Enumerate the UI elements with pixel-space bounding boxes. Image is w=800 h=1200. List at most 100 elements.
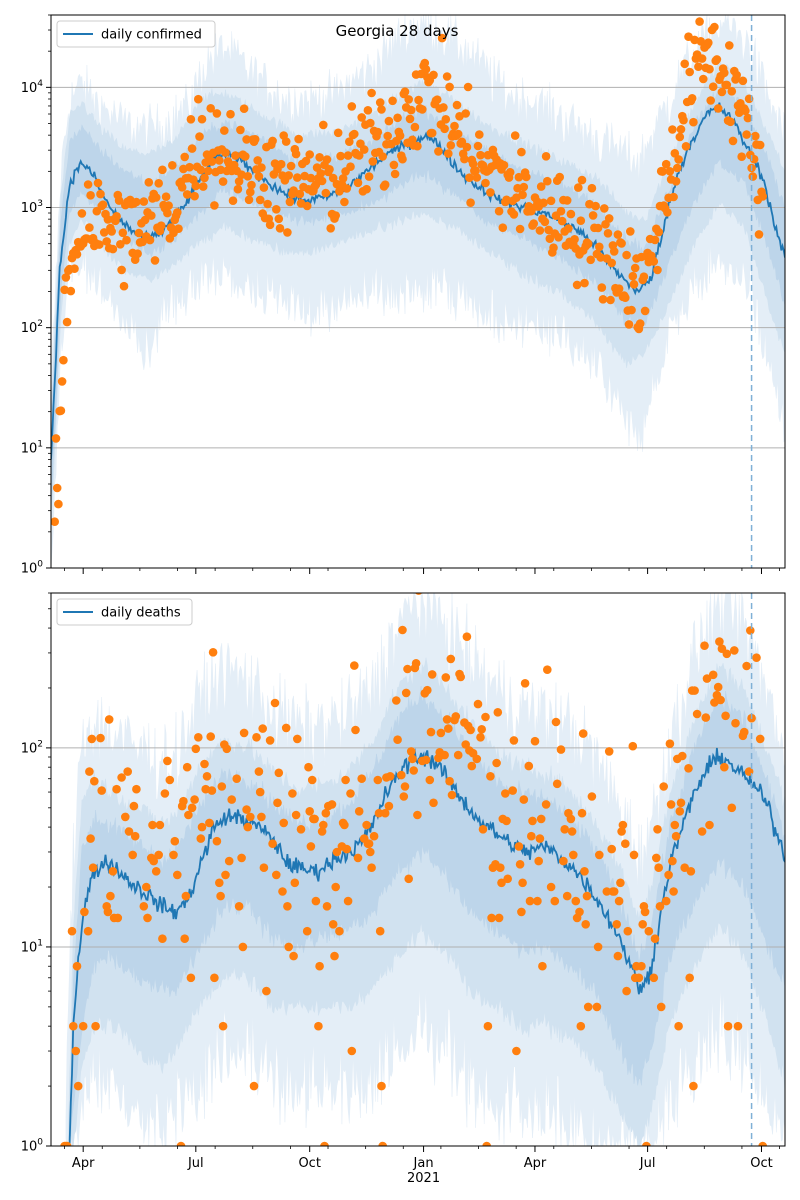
deaths-data-point — [208, 648, 218, 657]
confirmed-data-point — [598, 295, 608, 304]
deaths-data-point — [685, 973, 694, 983]
deaths-data-point — [486, 772, 495, 781]
confirmed-observed-points — [51, 17, 767, 526]
deaths-data-point — [720, 762, 729, 772]
confirmed-data-point — [263, 199, 272, 209]
confirmed-data-point — [319, 120, 328, 130]
confirmed-data-point — [460, 154, 469, 164]
deaths-data-point — [393, 735, 402, 744]
deaths-data-point — [378, 1141, 387, 1146]
confirmed-data-point — [444, 149, 453, 158]
confirmed-data-point — [725, 41, 734, 50]
confirmed-data-point — [539, 198, 548, 208]
confirmed-data-point — [593, 223, 603, 233]
confirmed-data-point — [59, 355, 68, 365]
deaths-data-point — [341, 775, 350, 785]
deaths-data-point — [487, 913, 496, 923]
deaths-data-point — [571, 896, 581, 906]
deaths-data-point — [130, 831, 140, 841]
deaths-data-point — [519, 795, 529, 804]
confirmed-data-point — [649, 257, 659, 266]
deaths-data-point — [671, 831, 681, 841]
confirmed-data-point — [562, 196, 572, 205]
deaths-data-point — [257, 812, 266, 822]
deaths-data-point — [328, 920, 338, 929]
deaths-data-point — [453, 750, 463, 760]
deaths-data-point — [243, 822, 253, 832]
confirmed-data-point — [549, 243, 558, 252]
confirmed-data-point — [340, 197, 349, 207]
confirmed-data-point — [306, 173, 316, 183]
confirmed-data-point — [728, 136, 738, 146]
deaths-data-point — [595, 850, 604, 860]
confirmed-data-point — [377, 105, 386, 114]
confirmed-data-point — [291, 149, 301, 159]
deaths-data-point — [270, 698, 280, 708]
deaths-data-point — [304, 762, 313, 772]
deaths-data-point — [170, 836, 180, 846]
confirmed-data-point — [322, 155, 332, 164]
deaths-data-point — [708, 670, 718, 680]
confirmed-data-point — [499, 160, 509, 170]
confirmed-data-point — [583, 239, 593, 249]
confirmed-data-point — [272, 205, 281, 214]
deaths-data-point — [362, 820, 371, 830]
confirmed-data-point — [345, 137, 354, 146]
confirmed-ytick-label: 100 — [21, 560, 44, 577]
confirmed-data-point — [317, 176, 327, 186]
confirmed-data-point — [472, 173, 482, 182]
deaths-data-point — [218, 1021, 228, 1031]
confirmed-data-point — [755, 140, 765, 150]
deaths-data-point — [88, 863, 98, 872]
panel-deaths: 100 101 102 Apr Jul Oct Jan Apr Jul Oct daily de… — [21, 592, 786, 1171]
deaths-data-point — [302, 926, 312, 936]
deaths-data-point — [106, 891, 115, 901]
deaths-data-point — [62, 1141, 72, 1146]
confirmed-data-point — [494, 206, 504, 216]
confirmed-data-point — [600, 204, 609, 213]
deaths-data-point — [113, 913, 123, 923]
deaths-data-point — [224, 856, 234, 866]
confirmed-data-point — [617, 239, 626, 248]
confirmed-data-point — [668, 125, 677, 134]
deaths-data-point — [73, 1081, 83, 1091]
confirmed-data-point — [432, 95, 442, 104]
deaths-ytick-label: 102 — [21, 739, 43, 756]
confirmed-data-point — [737, 152, 746, 161]
deaths-data-point — [69, 1021, 78, 1031]
deaths-data-point — [602, 887, 612, 896]
confirmed-data-point — [680, 59, 689, 69]
confirmed-data-point — [200, 173, 209, 183]
deaths-data-point — [184, 810, 193, 820]
confirmed-data-point — [580, 278, 589, 288]
confirmed-data-point — [72, 250, 82, 259]
confirmed-data-point — [689, 117, 698, 127]
confirmed-data-point — [393, 113, 402, 123]
confirmed-data-point — [481, 178, 490, 188]
deaths-data-point — [205, 818, 214, 828]
confirmed-data-point — [233, 184, 243, 194]
confirmed-data-point — [243, 172, 253, 181]
deaths-data-point — [423, 685, 432, 695]
deaths-data-point — [182, 762, 192, 772]
confirmed-data-point — [99, 228, 109, 237]
confirmed-data-point — [194, 94, 203, 104]
deaths-data-point — [655, 902, 665, 911]
confirmed-data-point — [117, 265, 126, 275]
confirmed-data-point — [203, 166, 213, 176]
deaths-data-point — [713, 682, 723, 692]
deaths-data-point — [207, 786, 217, 795]
confirmed-data-point — [429, 70, 438, 80]
deaths-data-point — [623, 926, 633, 936]
deaths-data-point — [716, 695, 725, 705]
deaths-data-point — [384, 801, 394, 811]
deaths-data-point — [191, 744, 201, 754]
deaths-data-point — [149, 856, 158, 866]
confirmed-data-point — [336, 151, 345, 161]
confirmed-data-point — [588, 211, 598, 220]
deaths-data-point — [377, 1081, 386, 1091]
confirmed-data-point — [85, 223, 94, 232]
deaths-data-point — [705, 820, 714, 830]
confirmed-data-point — [384, 116, 394, 126]
confirmed-data-point — [112, 212, 121, 221]
